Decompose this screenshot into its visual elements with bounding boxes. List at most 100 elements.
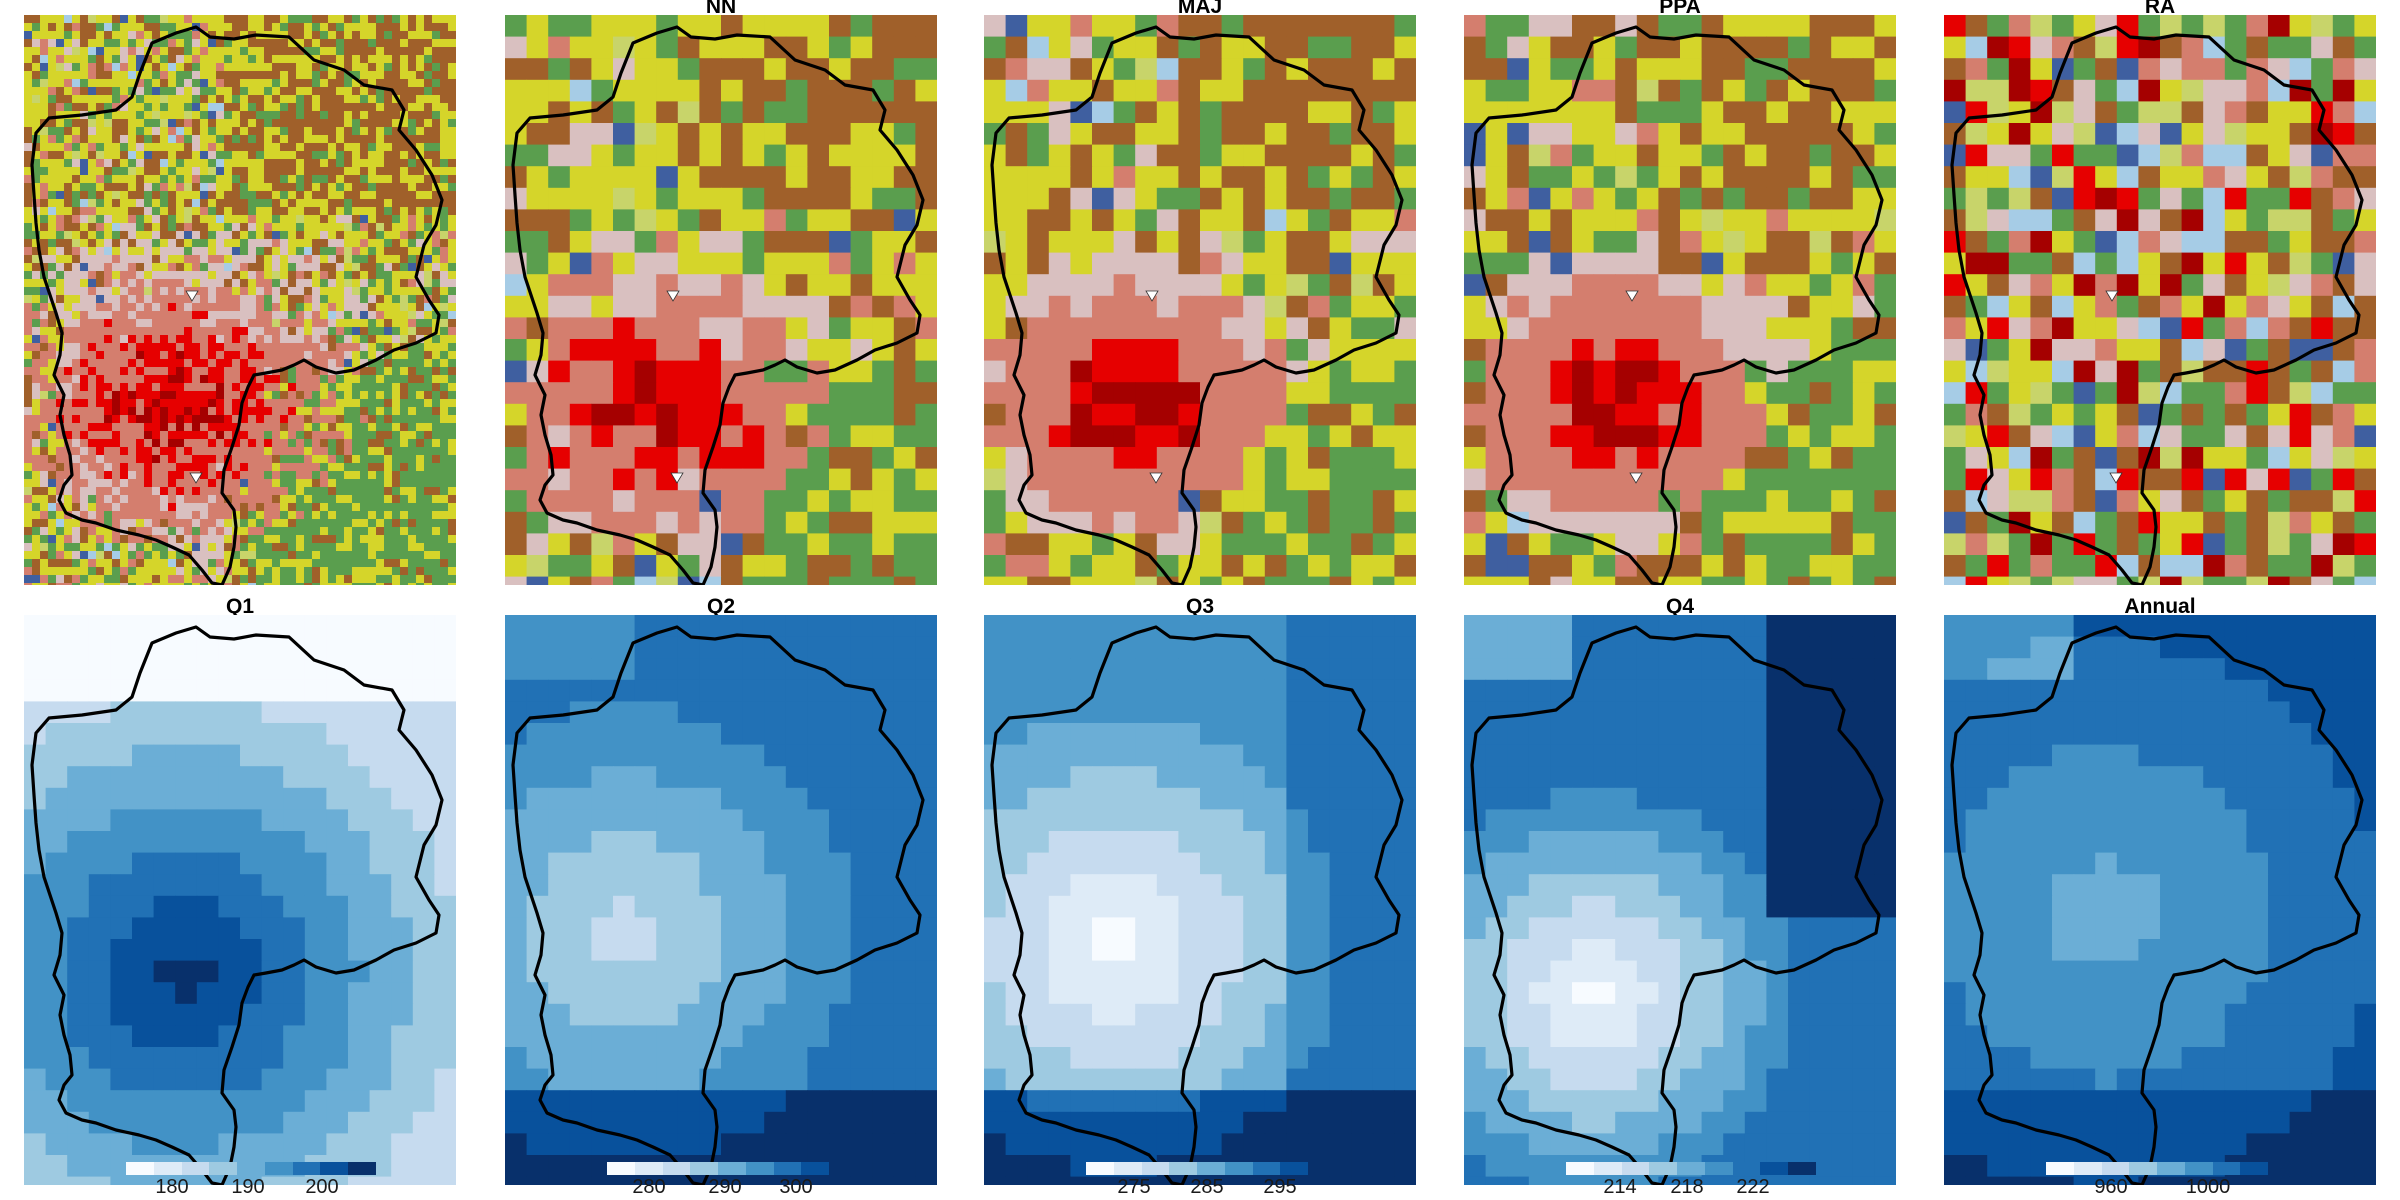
landcover-cell [400,79,408,87]
landcover-cell [240,303,248,311]
landcover-cell [216,303,224,311]
landcover-cell [384,415,392,423]
landcover-cell [1048,123,1071,146]
landcover-cell [96,223,104,231]
landcover-cell [272,95,280,103]
landcover-cell [656,58,679,81]
landcover-cell [48,263,56,271]
landcover-cell [48,383,56,391]
landcover-cell [320,63,328,71]
landcover-cell [304,167,312,175]
landcover-cell [240,511,248,519]
landcover-cell [1092,252,1115,275]
landcover-cell [200,159,208,167]
landcover-cell [120,87,128,95]
landcover-cell [368,423,376,431]
landcover-cell [256,463,264,471]
landcover-cell [1070,555,1093,578]
landcover-cell [448,39,456,47]
landcover-cell [72,415,80,423]
landcover-cell [144,207,152,215]
landcover-cell [224,391,232,399]
landcover-cell [72,63,80,71]
landcover-cell [136,39,144,47]
landcover-cell [328,463,336,471]
landcover-cell [432,63,440,71]
landcover-cell [304,175,312,183]
landcover-cell [176,167,184,175]
landcover-cell [200,527,208,535]
landcover-cell [392,207,400,215]
landcover-cell [56,119,64,127]
landcover-cell [296,119,304,127]
landcover-cell [400,191,408,199]
landcover-cell [296,319,304,327]
landcover-cell [384,327,392,335]
landcover-cell [1092,101,1115,124]
landcover-cell [360,519,368,527]
landcover-cell [176,287,184,295]
landcover-cell [48,335,56,343]
landcover-cell [208,143,216,151]
landcover-cell [368,535,376,543]
landcover-cell [192,391,200,399]
landcover-cell [200,183,208,191]
landcover-cell [136,351,144,359]
landcover-cell [1485,15,1508,38]
landcover-cell [764,447,787,470]
landcover-cell [88,87,96,95]
landcover-cell [352,511,360,519]
landcover-cell [424,223,432,231]
landcover-cell [408,55,416,63]
landcover-cell [448,535,456,543]
landcover-cell [128,543,136,551]
landcover-cell [96,423,104,431]
landcover-cell [548,252,571,275]
landcover-cell [104,351,112,359]
landcover-cell [128,231,136,239]
landcover-cell [192,575,200,583]
landcover-cell [80,375,88,383]
landcover-cell [48,471,56,479]
landcover-cell [392,167,400,175]
landcover-cell [1221,382,1244,405]
landcover-cell [1351,15,1374,38]
landcover-cell [829,295,852,318]
landcover-cell [699,58,722,81]
landcover-cell [432,391,440,399]
landcover-cell [232,215,240,223]
landcover-cell [176,127,184,135]
landcover-cell [40,143,48,151]
landcover-cell [296,287,304,295]
landcover-cell [280,327,288,335]
landcover-cell [288,463,296,471]
landcover-cell [272,103,280,111]
landcover-cell [721,468,744,491]
landcover-cell [144,31,152,39]
landcover-cell [336,159,344,167]
landcover-cell [448,303,456,311]
landcover-cell [764,231,787,254]
landcover-cell [376,447,384,455]
landcover-cell [376,399,384,407]
landcover-cell [591,36,614,59]
landcover-cell [272,23,280,31]
landcover-cell [168,183,176,191]
landcover-cell [128,319,136,327]
landcover-cell [505,403,528,426]
landcover-cell [48,215,56,223]
landcover-cell [505,533,528,556]
landcover-cell [1351,382,1374,405]
landcover-cell [1372,15,1395,38]
landcover-cell [144,359,152,367]
landcover-cell [526,123,549,146]
landcover-cell [216,559,224,567]
landcover-cell [376,383,384,391]
landcover-cell [872,382,895,405]
landcover-cell [240,175,248,183]
landcover-cell [785,360,808,383]
landcover-cell [368,71,376,79]
landcover-cell [232,175,240,183]
landcover-cell [850,447,873,470]
landcover-cell [48,119,56,127]
